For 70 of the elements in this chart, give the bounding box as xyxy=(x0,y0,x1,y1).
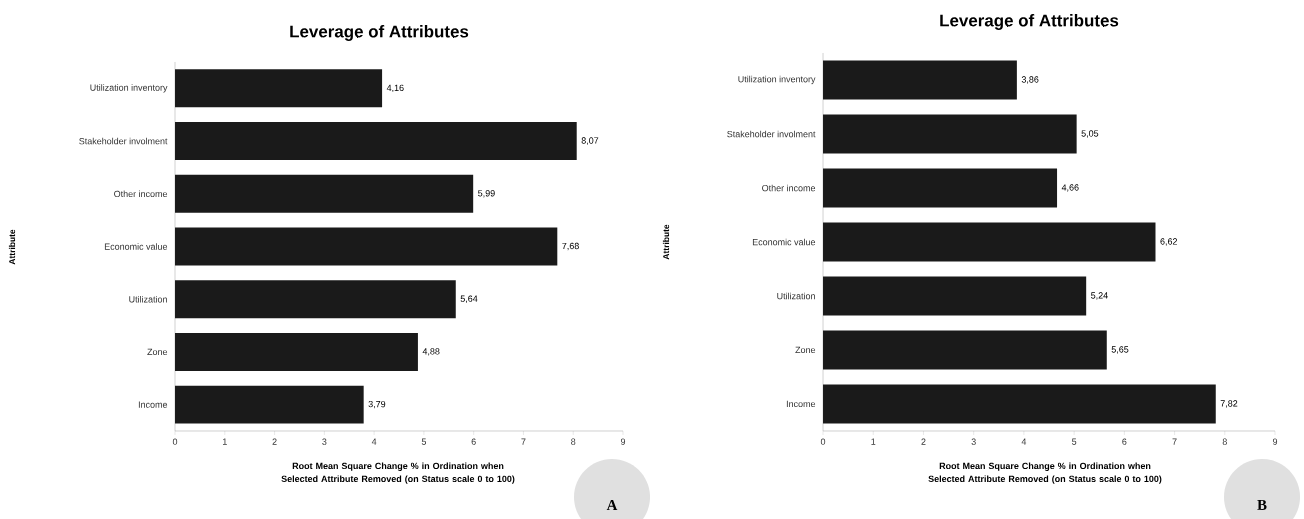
y-tick-label: Other income xyxy=(114,190,168,198)
x-tick-label: 3 xyxy=(971,438,976,445)
y-tick-label: Other income xyxy=(762,184,816,192)
y-tick-label: Zone xyxy=(795,346,816,354)
chart-title: Leverage of Attributes xyxy=(940,14,1119,30)
bar xyxy=(175,69,383,108)
bar xyxy=(823,222,1156,262)
x-tick-label: 0 xyxy=(172,438,178,445)
data-label: 3,79 xyxy=(368,400,386,409)
x-tick-label: 0 xyxy=(820,438,826,445)
bar xyxy=(823,330,1107,370)
bar xyxy=(175,174,474,213)
bar xyxy=(175,227,558,266)
x-tick-label: 4 xyxy=(1021,438,1027,445)
x-axis-title: Root Mean Square Change % in Ordination when Selected Attribute Removed (on Status scale 0 to 100) xyxy=(281,462,515,484)
x-tick-label: 4 xyxy=(371,438,377,445)
x-tick-label: 9 xyxy=(1272,438,1278,445)
x-tick-label: 7 xyxy=(1172,438,1177,445)
bar xyxy=(823,276,1087,316)
text: B xyxy=(1257,500,1267,510)
chart-title: Leverage of Attributes xyxy=(290,25,469,41)
x-tick-label: 9 xyxy=(620,438,626,445)
x-tick-label: 6 xyxy=(471,438,476,445)
text: A xyxy=(606,500,618,510)
y-tick-label: Utilization inventory xyxy=(90,84,168,93)
x-tick-label: 7 xyxy=(521,438,526,445)
data-label: 6,62 xyxy=(1160,238,1177,246)
data-label: 4,16 xyxy=(386,84,404,93)
data-label: 5,05 xyxy=(1081,130,1099,138)
y-tick-label: Stakeholder involment xyxy=(79,137,168,145)
y-axis-title: Attribute xyxy=(662,224,670,260)
y-tick-label: Utilization inventory xyxy=(738,75,816,85)
x-axis-title: Root Mean Square Change % in Ordination when Selected Attribute Removed (on Status scale 0 to 100) xyxy=(928,462,1162,484)
bar xyxy=(823,168,1058,208)
y-tick-label: Income xyxy=(786,400,816,408)
x-tick-label: 5 xyxy=(1071,438,1077,445)
bar xyxy=(175,122,577,161)
bar xyxy=(823,60,1017,100)
bar xyxy=(823,384,1216,424)
x-tick-label: 6 xyxy=(1122,438,1127,445)
y-tick-label: Economic value xyxy=(752,238,816,246)
x-tick-label: 8 xyxy=(571,438,576,445)
x-tick-label: 3 xyxy=(322,438,327,445)
y-tick-label: Utilization xyxy=(777,292,815,300)
bar xyxy=(175,280,456,319)
bar xyxy=(823,114,1077,154)
data-label: 5,64 xyxy=(460,295,478,303)
x-tick-label: 2 xyxy=(272,438,277,445)
data-label: 5,99 xyxy=(478,190,495,198)
y-tick-label: Zone xyxy=(147,348,168,356)
data-label: 5,65 xyxy=(1111,346,1129,354)
data-label: 5,24 xyxy=(1091,292,1108,300)
y-tick-label: Economic value xyxy=(104,243,168,250)
y-axis-title: Attribute xyxy=(8,229,16,265)
x-tick-label: 1 xyxy=(871,438,876,445)
data-label: 4,66 xyxy=(1061,184,1079,192)
x-tick-label: 2 xyxy=(921,438,926,445)
bar xyxy=(175,385,364,424)
y-tick-label: Stakeholder involment xyxy=(727,130,816,138)
data-label: 3,86 xyxy=(1021,76,1039,84)
y-tick-label: Utilization xyxy=(129,295,167,303)
x-tick-label: 5 xyxy=(421,438,427,445)
x-tick-label: 8 xyxy=(1222,438,1227,445)
bar xyxy=(175,332,418,371)
data-label: 4,88 xyxy=(422,348,440,356)
data-label: 7,68 xyxy=(562,242,579,251)
data-label: 7,82 xyxy=(1220,400,1238,408)
y-tick-label: Income xyxy=(138,401,168,408)
data-label: 8,07 xyxy=(581,137,599,145)
x-tick-label: 1 xyxy=(222,438,227,445)
